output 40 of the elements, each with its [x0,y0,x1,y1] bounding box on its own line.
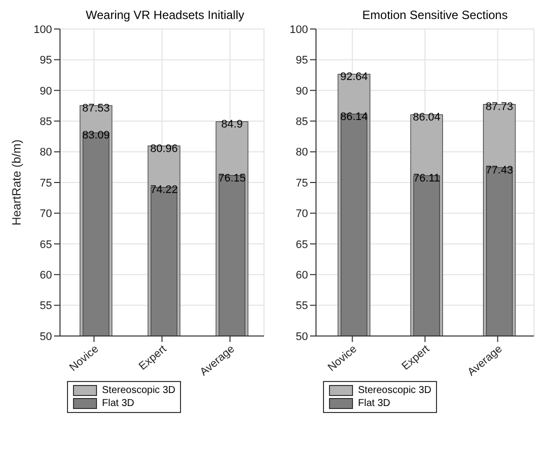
chart-title: Wearing VR Headsets Initially [84,8,246,24]
y-tick-label: 95 [296,54,308,67]
y-tick-label: 60 [40,270,52,282]
data-label: 74.22 [150,184,178,196]
legend-label: Stereoscopic 3D [358,384,432,397]
y-tick-label: 50 [40,330,52,343]
data-label: 83.09 [82,130,110,142]
y-tick-label: 55 [296,300,308,312]
y-tick-label: 55 [40,300,52,312]
data-label: 80.96 [150,142,178,155]
chart-title: Emotion Sensitive Sections [361,8,509,24]
y-tick-label: 60 [296,270,308,282]
legend-label: Stereoscopic 3D [102,384,176,397]
y-tick-label: 85 [40,116,52,128]
data-label: 86.14 [340,111,368,124]
y-tick-label: 65 [296,238,308,251]
y-tick-label: 80 [296,146,308,159]
y-tick-label: 75 [40,177,52,190]
data-label: 76.11 [413,172,440,185]
y-tick-label: 80 [40,146,52,159]
y-tick-label: 70 [296,208,308,220]
legend-label: Flat 3D [102,397,134,410]
y-tick-label: 70 [40,208,52,220]
data-label: 87.73 [486,101,514,114]
legend-label: Flat 3D [358,397,390,410]
y-tick-label: 100 [290,24,308,36]
y-axis-title: HeartRate (b/m) [9,139,24,226]
data-label: 92.64 [340,71,368,84]
data-label: 84.9 [221,118,243,131]
y-tick-label: 50 [296,330,308,343]
y-tick-label: 85 [296,116,308,128]
data-label: 86.04 [412,112,440,124]
data-label: 87.53 [82,102,110,114]
y-tick-label: 90 [40,85,52,98]
y-tick-label: 100 [34,24,52,36]
y-tick-label: 75 [296,177,308,190]
y-tick-label: 95 [40,54,52,67]
y-tick-label: 90 [296,85,308,98]
data-label: 76.15 [218,172,246,184]
y-tick-label: 65 [40,238,52,251]
